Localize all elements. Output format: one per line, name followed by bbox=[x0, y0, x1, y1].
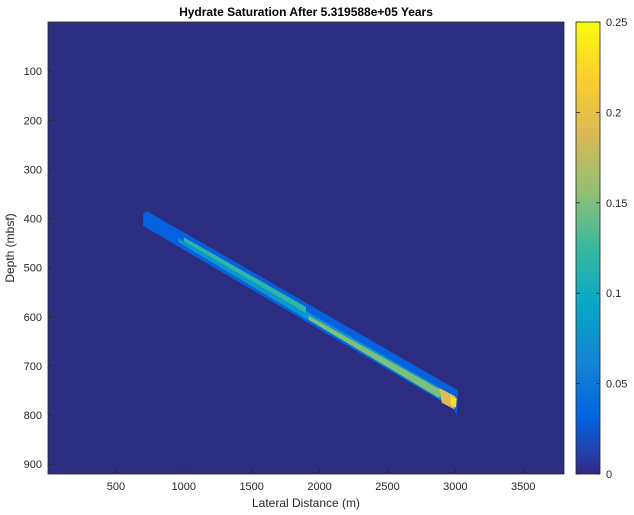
colorbar-ticks: 0 0.05 0.1 0.15 0.2 0.25 bbox=[576, 17, 627, 481]
colorbar-tick-label: 0.25 bbox=[606, 17, 627, 29]
saturation-contours bbox=[143, 211, 459, 415]
y-tick-label: 900 bbox=[24, 459, 42, 471]
x-tick-label: 2500 bbox=[375, 481, 399, 493]
y-tick-label: 100 bbox=[24, 66, 42, 78]
x-tick-label: 500 bbox=[107, 481, 125, 493]
chart-title: Hydrate Saturation After 5.319588e+05 Ye… bbox=[179, 5, 433, 19]
colorbar-tick-label: 0.05 bbox=[606, 379, 627, 391]
y-tick-label: 800 bbox=[24, 410, 42, 422]
plot-frame bbox=[47, 21, 565, 475]
contour-inner-band-lower bbox=[308, 315, 442, 398]
plot-area bbox=[48, 22, 564, 474]
x-axis-label: Lateral Distance (m) bbox=[252, 496, 360, 510]
x-tick-label: 3000 bbox=[443, 481, 467, 493]
x-tick-label: 3500 bbox=[511, 481, 535, 493]
y-axis-label: Depth (mbsf) bbox=[3, 213, 17, 282]
colorbar-tick-label: 0 bbox=[606, 469, 612, 481]
y-tick-label: 200 bbox=[24, 115, 42, 127]
x-tick-label: 1500 bbox=[239, 481, 263, 493]
x-axis-ticks: 500 1000 1500 2000 2500 3000 3500 bbox=[107, 469, 536, 493]
y-tick-label: 300 bbox=[24, 164, 42, 176]
x-tick-label: 2000 bbox=[307, 481, 331, 493]
colorbar-tick-label: 0.15 bbox=[606, 198, 627, 210]
x-tick-label: 1000 bbox=[172, 481, 196, 493]
colorbar-tick-label: 0.2 bbox=[606, 107, 621, 119]
colorbar-tick-label: 0.1 bbox=[606, 288, 621, 300]
y-tick-label: 400 bbox=[24, 214, 42, 226]
contour-peak-spot bbox=[449, 396, 457, 408]
y-axis-ticks: 100 200 300 400 500 600 700 800 900 bbox=[24, 66, 53, 471]
y-tick-label: 600 bbox=[24, 312, 42, 324]
colorbar bbox=[575, 21, 601, 475]
y-tick-label: 700 bbox=[24, 361, 42, 373]
y-tick-label: 500 bbox=[24, 263, 42, 275]
contour-inner-band-upper bbox=[183, 237, 306, 313]
